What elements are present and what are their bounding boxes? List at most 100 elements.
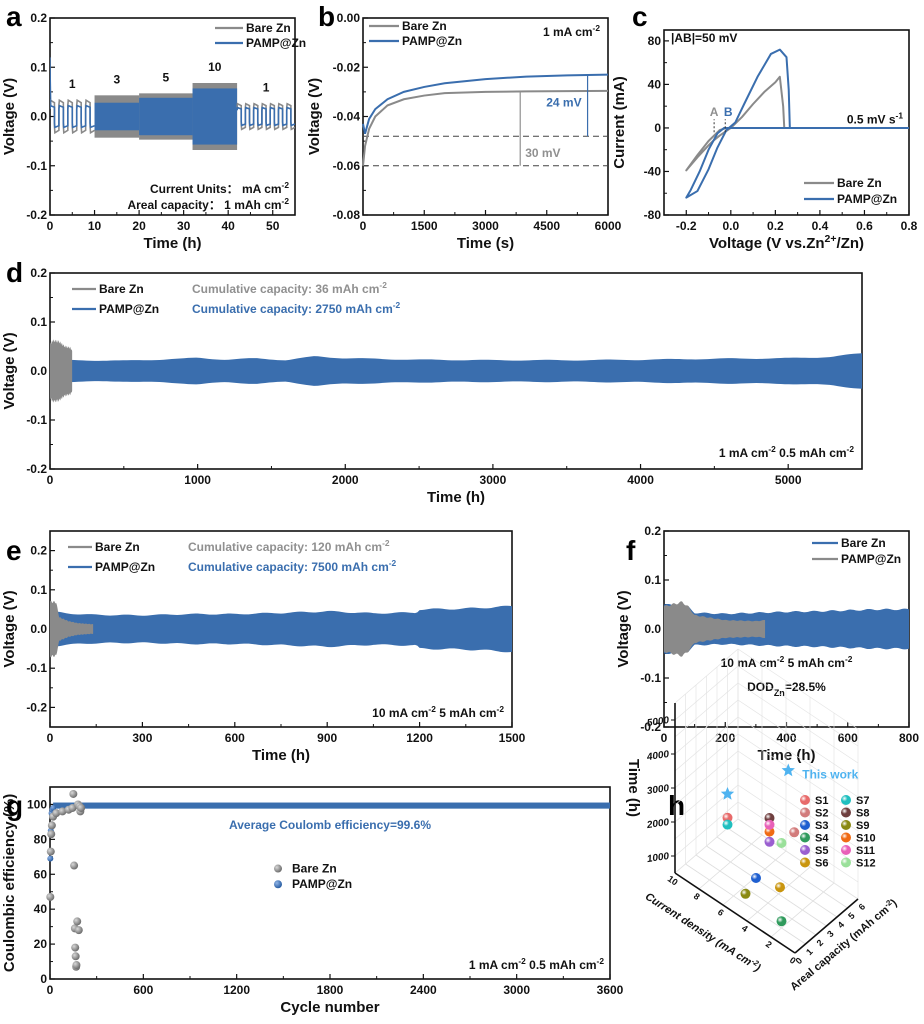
superscript: -1: [896, 111, 904, 121]
x-tick-label: 6: [716, 907, 726, 918]
superscript: -2: [597, 956, 605, 966]
text-run: Time (h): [143, 235, 201, 252]
x-tick-label: 800: [899, 731, 919, 745]
y-tick-label: -0.08: [333, 208, 361, 222]
panel-e: 0 300 600 900 1200 1500 -0.2 -0.1 0.0 0.1 0.2 Time …: [1, 530, 526, 764]
data-point-s4: [776, 916, 787, 927]
panel-d: 0 1000 2000 3000 4000 5000 -0.2 -0.1 0.0 0.1 0.2 Ti…: [1, 257, 863, 506]
legend-marker: [841, 820, 851, 830]
superscript: -2: [382, 538, 390, 548]
y-tick-label: 3: [825, 929, 836, 940]
pamp-segment-band: [139, 97, 193, 136]
data-point-s6: [775, 882, 785, 893]
legend-marker: [800, 857, 810, 868]
x-tick-label: 4500: [533, 219, 560, 233]
panel-letter: e: [6, 535, 22, 566]
legend-label: S3: [815, 820, 828, 832]
y-tick-label: -0.1: [26, 413, 47, 427]
voltage-band-barezn: [50, 600, 94, 658]
bare-point: [71, 952, 80, 961]
text-run: Cumulative capacity: 2750 mAh cm: [192, 302, 393, 316]
grid-line: [737, 818, 859, 900]
x-tick-label: 0.8: [901, 219, 918, 233]
condition-label: 1 mA cm-2: [543, 23, 600, 39]
y-tick-label: 6: [857, 902, 868, 913]
condition-label: 1 mA cm-2 0.5 mAh cm-2: [469, 956, 605, 972]
pamp-capacity-label: Cumulative capacity: 2750 mAh cm-2: [192, 300, 401, 316]
panel-letter: f: [626, 535, 636, 566]
x-tick-label: 0.0: [722, 219, 739, 233]
x-tick-label: 1200: [406, 731, 433, 745]
y-tick-label: -0.02: [333, 60, 361, 74]
x-tick-label: 0: [47, 219, 54, 233]
dod-value: =28.5%: [785, 680, 826, 694]
x-tick-label: 400: [776, 731, 796, 745]
legend-marker: [841, 857, 851, 868]
legend-label: Bare Zn: [841, 536, 886, 550]
scan-rate-label: 0.5 mV s-1: [847, 111, 903, 127]
legend-label: PAMP@Zn: [95, 560, 155, 574]
text-run: Time (h): [757, 747, 815, 764]
x-tick-label: 40: [222, 219, 236, 233]
panel-h: h1000200030004000500002468100123456Time …: [625, 648, 900, 993]
panel-letter: d: [6, 257, 23, 288]
x-tick-label: 0: [661, 731, 668, 745]
condition-label: 10 mA cm-2 5 mAh cm-2: [721, 654, 853, 670]
panel-letter: b: [318, 1, 335, 32]
panel-letter: h: [668, 790, 685, 821]
y-tick-label: -0.1: [640, 671, 661, 685]
text-run: Current Units： mA cm: [150, 182, 282, 196]
legend-label: S11: [856, 845, 875, 857]
x-tick-label: 3000: [503, 983, 530, 997]
legend-label: PAMP@Zn: [837, 192, 897, 206]
text-run: Voltage (V vs.Zn: [709, 235, 825, 252]
y-tick-label: 60: [34, 867, 48, 881]
panel-g: 0 600 1200 1800 2400 3000 3600 0 20 40 60 80 100 Cycl…: [1, 786, 624, 1016]
y-tick-label: 1: [804, 947, 815, 958]
x-tick-label: 0: [788, 955, 798, 966]
y-tick-label: 5: [846, 911, 857, 922]
z-tick-label: 2000: [645, 817, 670, 831]
x-tick-label: 3600: [597, 983, 624, 997]
text-run: 1 mA cm: [719, 446, 769, 460]
cv-curve-pampzn: [685, 48, 909, 199]
text-run: Areal capacity： 1 mAh cm: [127, 198, 281, 212]
rate-label: 1: [69, 77, 76, 91]
grid-line: [737, 767, 859, 849]
x-tick-label: 1000: [184, 473, 211, 487]
areal-capacity-axis: [794, 898, 859, 954]
superscript: -2: [593, 23, 601, 33]
z-tick-label: 5000: [646, 715, 670, 729]
y-tick-label: 80: [648, 34, 662, 48]
legend-label: S7: [856, 795, 869, 807]
bare-point: [77, 803, 86, 812]
panel-letter: a: [6, 1, 22, 32]
legend-label: S12: [856, 858, 876, 870]
average-ce-label: Average Coulomb efficiency=99.6%: [229, 818, 431, 832]
x-tick-label: 4000: [627, 473, 654, 487]
text-run: /Zn): [837, 235, 865, 252]
text-run: Cumulative capacity: 36 mAh cm: [192, 282, 379, 296]
y-tick-label: 0.2: [30, 266, 47, 280]
bare-point: [52, 809, 61, 818]
y-tick-label: -0.2: [640, 720, 661, 734]
bare-point: [46, 892, 55, 901]
legend-marker: [841, 845, 851, 855]
panel-letter: c: [632, 1, 648, 32]
superscript: -2: [845, 654, 853, 664]
x-tick-label: 600: [225, 731, 245, 745]
data-point-s2: [789, 827, 800, 838]
bare-point: [70, 861, 79, 870]
current-density-axis: [674, 872, 796, 954]
text-run: ): [889, 897, 900, 909]
plot-frame: [663, 29, 910, 216]
y-tick-label: 4: [836, 920, 847, 931]
y-axis-label: Current (mA): [611, 76, 628, 169]
text-run: 5 mAh cm: [784, 656, 845, 670]
legend-label: S4: [815, 833, 829, 845]
x-axis-label: Time (h): [252, 747, 310, 764]
series-line-barezn: [362, 89, 609, 166]
legend-marker: [800, 832, 810, 843]
data-point-s5: [764, 836, 775, 847]
